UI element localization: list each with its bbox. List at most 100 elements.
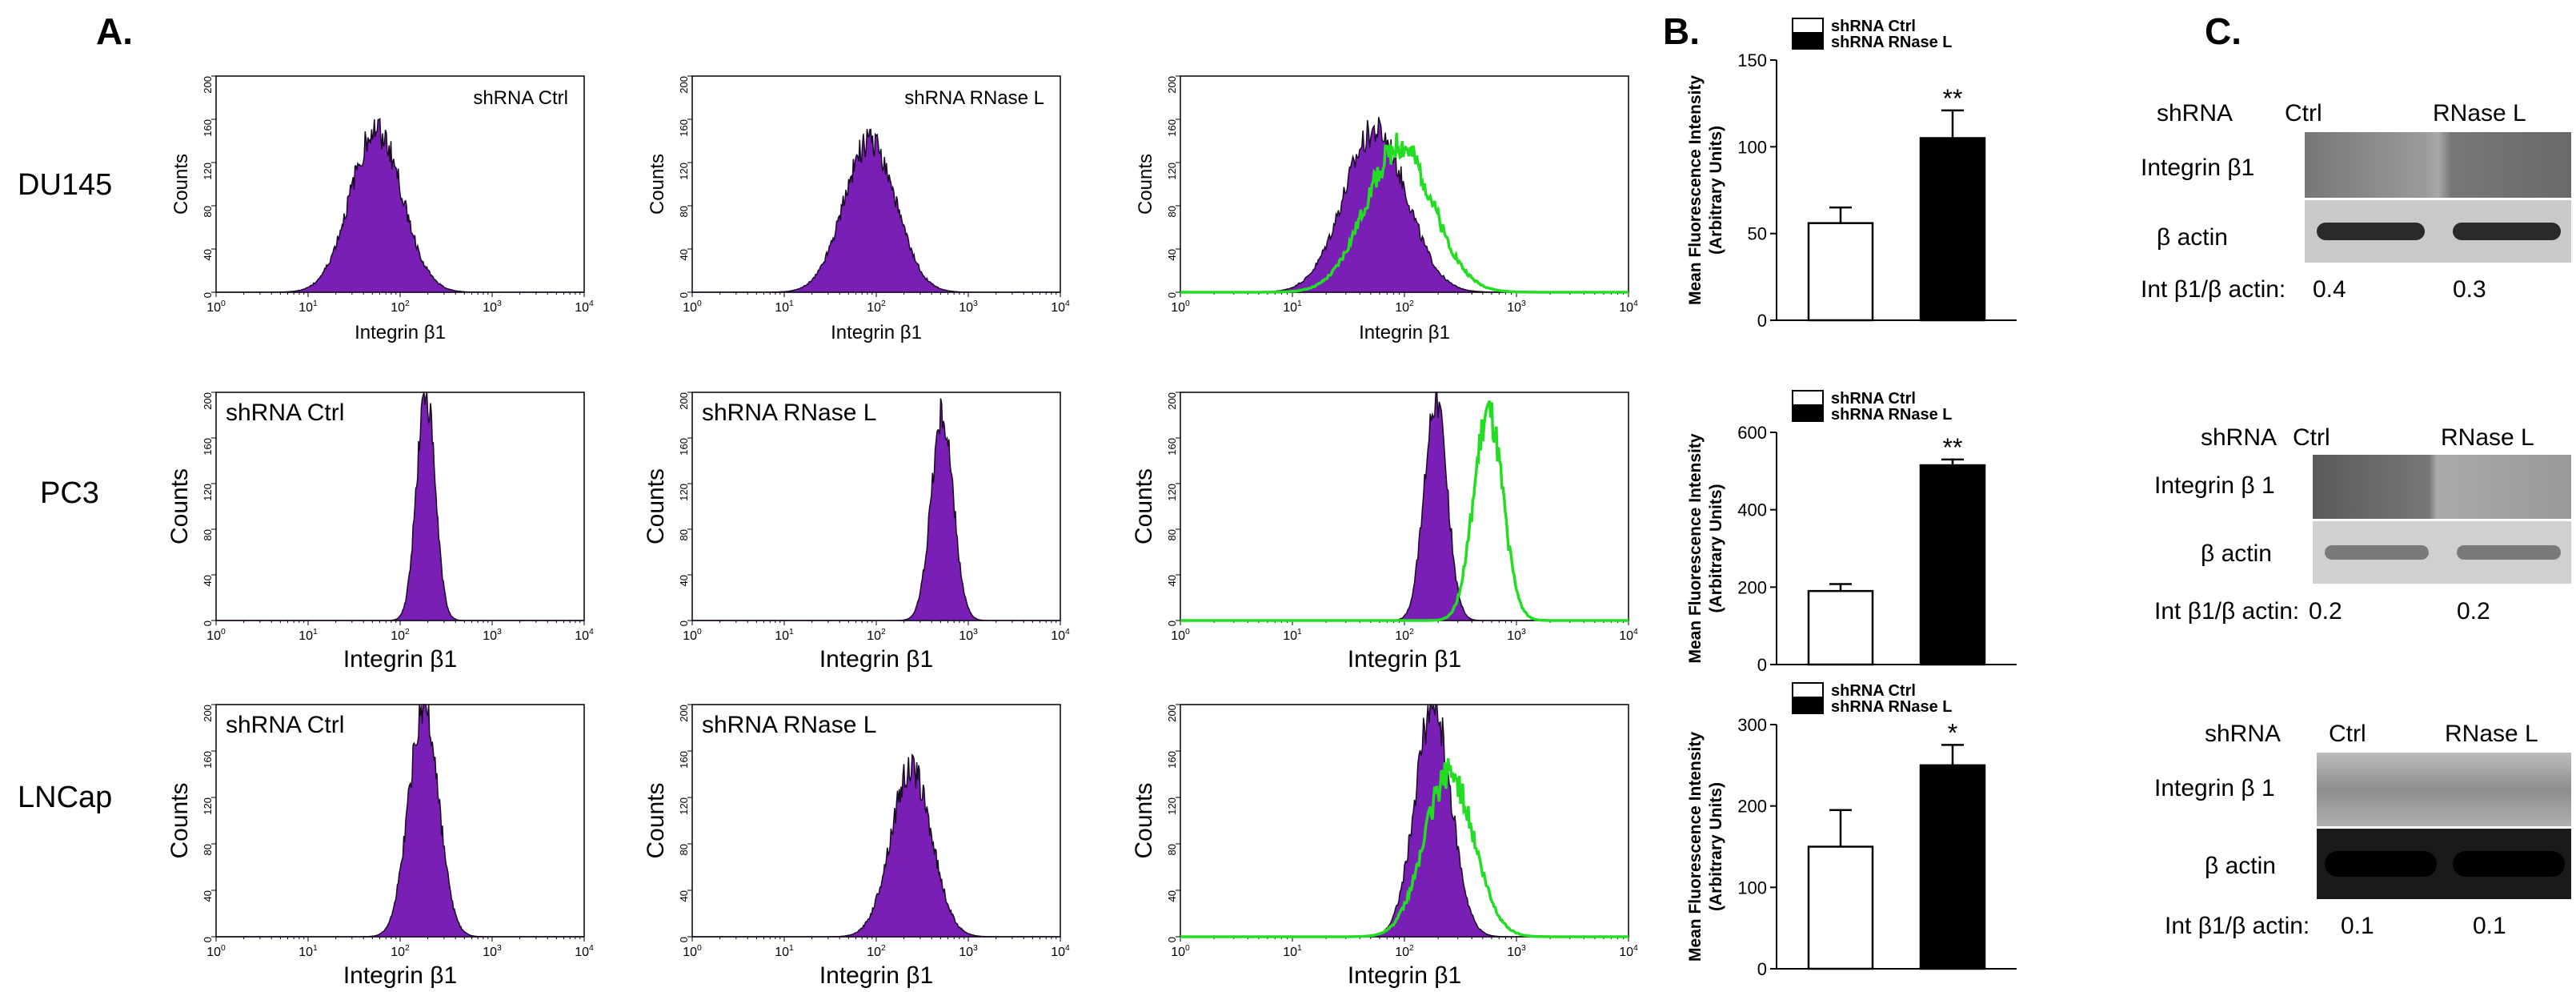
- histogram-plot: 0 40 80 120 160 200 100 101 102 103 104 Integrin β1…: [1135, 75, 1638, 343]
- y-tick-label: 200: [202, 705, 214, 722]
- y-tick-label: 40: [678, 575, 690, 586]
- bar-shrna-rnase-l: [1919, 137, 1986, 322]
- y-tick-label: 100: [1737, 137, 1767, 157]
- histogram-series-shrna-rnase-l: [1180, 758, 1629, 938]
- blot-ratio-label: Int β1/β actin:: [2154, 598, 2300, 625]
- x-tick-label: 101: [298, 628, 318, 643]
- y-tick-label: 0: [202, 292, 214, 298]
- y-axis-label: Counts: [647, 154, 668, 215]
- y-tick-label: 200: [1166, 392, 1178, 410]
- y-tick-label: 40: [678, 890, 690, 902]
- blot-lane-ctrl: Ctrl: [2293, 424, 2330, 451]
- x-tick-label: 104: [1051, 299, 1070, 315]
- y-tick-label: 40: [1166, 890, 1178, 902]
- x-tick-label: 104: [1619, 299, 1638, 315]
- x-tick-label: 102: [1395, 299, 1414, 315]
- blot-band1-label: Integrin β 1: [2154, 775, 2275, 801]
- y-tick-label: 80: [202, 529, 214, 540]
- y-tick-label: 40: [202, 575, 214, 586]
- y-tick-label: 600: [1737, 423, 1767, 443]
- y-tick-label: 120: [1166, 797, 1178, 815]
- histogram-plot: 0 40 80 120 160 200 100 101 102 103 104 Integrin β1…: [647, 75, 1070, 343]
- x-tick-label: 101: [1283, 628, 1302, 643]
- blot-actin-image: [2305, 200, 2571, 263]
- histogram-series-shrna-rnase-l: [1180, 400, 1629, 622]
- bar-shrna-ctrl: [1807, 589, 1874, 666]
- y-axis-label: Counts: [643, 782, 669, 858]
- y-tick-label: 200: [202, 392, 214, 410]
- y-axis-label: Counts: [166, 782, 193, 858]
- y-tick-label: 40: [678, 249, 690, 260]
- panel-label-b: B.: [1663, 10, 1700, 52]
- y-tick-label: 200: [1737, 577, 1767, 597]
- x-tick-label: 100: [683, 299, 702, 315]
- x-tick-label: 104: [575, 628, 594, 643]
- blot-header: shRNA: [2157, 100, 2233, 127]
- blot-header: shRNA: [2201, 424, 2278, 451]
- significance-marker: *: [1948, 718, 1957, 747]
- mfi-bar-chart: 0 100 200 300 Mean Fluorescence Intensity (Ar…: [1686, 682, 2017, 979]
- y-tick-label: 160: [202, 438, 214, 456]
- histogram-plot: 0 40 80 120 160 200 100 101 102 103 104 Integrin β1…: [643, 704, 1070, 989]
- blot-ratio-ctrl: 0.4: [2313, 276, 2346, 303]
- x-tick-label: 100: [206, 944, 226, 959]
- blot-header: shRNA: [2205, 721, 2282, 747]
- y-tick-label: 160: [202, 751, 214, 769]
- x-tick-label: 100: [1171, 628, 1190, 643]
- y-tick-label: 80: [678, 844, 690, 855]
- x-tick-label: 104: [575, 299, 594, 315]
- histogram-series-shrna-rnase-l: [692, 398, 1060, 621]
- x-tick-label: 102: [391, 944, 410, 959]
- histogram-series-shrna-ctrl: [216, 117, 584, 293]
- x-tick-label: 103: [1507, 299, 1526, 315]
- x-tick-label: 101: [1283, 299, 1302, 315]
- x-tick-label: 103: [959, 944, 978, 959]
- y-axis-label: Counts: [1135, 154, 1156, 215]
- x-axis-label: Integrin β1: [343, 962, 457, 989]
- x-tick-label: 101: [298, 944, 318, 959]
- x-tick-label: 100: [1171, 944, 1190, 959]
- x-tick-label: 102: [391, 628, 410, 643]
- blot-lane-ctrl: Ctrl: [2285, 100, 2322, 127]
- x-axis-label: Integrin β1: [1348, 646, 1461, 673]
- y-tick-label: 80: [1166, 844, 1178, 855]
- blot-integrin-image: [2313, 455, 2571, 519]
- y-axis-label: Counts: [166, 468, 193, 544]
- y-tick-label: 0: [1757, 655, 1767, 675]
- western-blot-column: shRNA Ctrl RNase L Integrin β1 β actin I…: [2113, 0, 2576, 992]
- y-axis-label: Counts: [170, 154, 192, 215]
- x-tick-label: 104: [1051, 628, 1070, 643]
- y-tick-label: 120: [1166, 484, 1178, 501]
- bar-shrna-ctrl: [1807, 222, 1874, 322]
- x-tick-label: 103: [959, 628, 978, 643]
- y-tick-label: 40: [1166, 249, 1178, 260]
- blot-ratio-label: Int β1/β actin:: [2165, 913, 2310, 939]
- x-axis-label: Integrin β1: [831, 322, 922, 343]
- x-tick-label: 101: [775, 944, 794, 959]
- blot-actin-image: [2317, 829, 2571, 899]
- x-axis-label: Integrin β1: [819, 962, 933, 989]
- bar-shrna-rnase-l: [1919, 464, 1986, 666]
- x-tick-label: 101: [775, 299, 794, 315]
- x-tick-label: 103: [1507, 944, 1526, 959]
- mfi-bar-charts: 0 50 100 150 Mean Fluorescence Intensity (Arb…: [1686, 18, 2017, 979]
- mfi-bar-chart: 0 50 100 150 Mean Fluorescence Intensity (Arb…: [1686, 18, 2017, 331]
- legend-label: shRNA Ctrl: [1831, 390, 1916, 408]
- y-axis-label: Mean Fluorescence Intensity (Arbitrary Un…: [1686, 75, 1725, 305]
- y-tick-label: 120: [678, 484, 690, 501]
- y-axis-label: Counts: [643, 468, 669, 544]
- y-axis-label: Counts: [1131, 468, 1157, 544]
- row-label-pc3: PC3: [40, 476, 99, 510]
- plot-frame: [691, 392, 1061, 621]
- x-tick-label: 100: [206, 628, 226, 643]
- x-tick-label: 101: [1283, 944, 1302, 959]
- y-tick-label: 160: [1166, 438, 1178, 456]
- mfi-bar-chart: 0 200 400 600 Mean Fluorescence Intensity (Ar…: [1686, 390, 2017, 675]
- x-tick-label: 100: [683, 628, 702, 643]
- x-axis-label: Integrin β1: [1348, 962, 1461, 989]
- panel-condition-label: shRNA RNase L: [702, 712, 876, 738]
- y-tick-label: 80: [1166, 206, 1178, 217]
- x-tick-label: 104: [1619, 628, 1638, 643]
- y-tick-label: 0: [1757, 311, 1767, 331]
- y-tick-label: 120: [202, 797, 214, 815]
